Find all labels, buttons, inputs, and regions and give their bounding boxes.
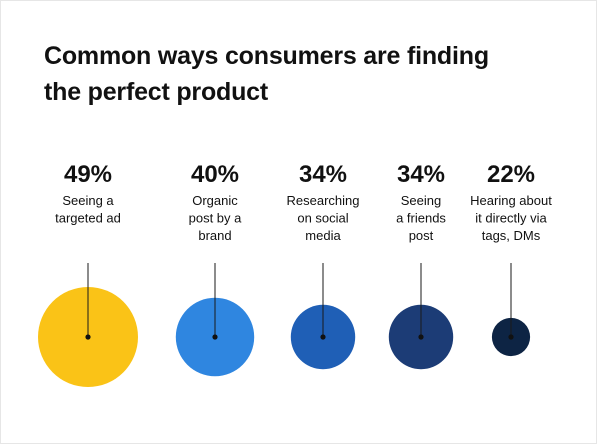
value-label: 34%	[299, 161, 347, 188]
value-label: 22%	[487, 161, 535, 188]
center-dot	[508, 334, 514, 340]
center-dot	[320, 334, 326, 340]
category-label: Hearing about it directly via tags, DMs	[470, 193, 552, 243]
center-dot	[212, 334, 218, 340]
bubble-group: 34% Seeing a friends post	[388, 161, 454, 370]
bubble-group: 49% Seeing a targeted ad	[38, 161, 138, 387]
center-dot	[418, 334, 424, 340]
category-label-line: Hearing about	[470, 193, 552, 208]
category-label-line: Seeing	[401, 193, 441, 208]
value-label: 34%	[397, 161, 445, 188]
category-label-line: it directly via	[475, 211, 547, 226]
category-label-line: on social	[297, 211, 348, 226]
category-label: Organic post by a brand	[189, 193, 243, 243]
chart-title: Common ways consumers are finding the pe…	[44, 38, 564, 110]
category-label-line: Organic	[192, 193, 238, 208]
value-label: 49%	[64, 161, 112, 188]
category-label-line: brand	[198, 228, 231, 243]
category-label: Researching on social media	[287, 193, 360, 243]
category-label-line: Researching	[287, 193, 360, 208]
category-label-line: a friends	[396, 211, 446, 226]
category-label-line: media	[305, 228, 341, 243]
chart-title-line-2: the perfect product	[44, 78, 268, 106]
chart-title-line-1: Common ways consumers are finding	[44, 42, 489, 70]
category-label-line: Seeing a	[62, 193, 114, 208]
category-label-line: targeted ad	[55, 211, 121, 226]
category-label-line: post	[409, 228, 434, 243]
center-dot	[85, 334, 91, 340]
bubble-group: 40% Organic post by a brand	[175, 161, 255, 377]
category-label-line: post by a	[189, 211, 243, 226]
category-label: Seeing a targeted ad	[55, 193, 121, 226]
bubble-group: 34% Researching on social media	[287, 161, 360, 370]
category-label-line: tags, DMs	[482, 228, 541, 243]
value-label: 40%	[191, 161, 239, 188]
bubble-group: 22% Hearing about it directly via tags, DMs	[470, 161, 552, 357]
category-label: Seeing a friends post	[396, 193, 446, 243]
